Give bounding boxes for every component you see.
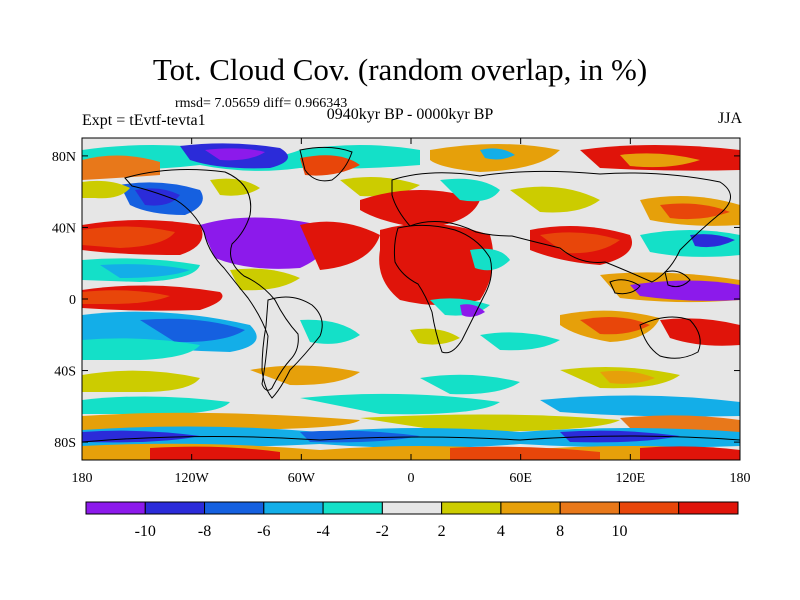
latitude-ticks: 80N 40N 0 40S 80S (52, 150, 740, 451)
coastlines (82, 146, 740, 443)
colorbar-swatch (144, 501, 206, 515)
colorbar: -10 -8 -6 -4 -2 2 4 8 10 (85, 501, 739, 540)
lat-tick-label: 80N (52, 150, 76, 165)
colorbar-swatch (322, 501, 383, 515)
colorbar-swatch (618, 501, 680, 515)
colorbar-label: 4 (497, 523, 505, 540)
colorbar-swatch (559, 501, 620, 515)
colorbar-label: -8 (198, 523, 211, 540)
colorbar-label: -2 (376, 523, 389, 540)
colorbar-swatch (441, 501, 502, 515)
colorbar-swatch (381, 501, 443, 515)
colorbar-swatch (204, 501, 265, 515)
period-label: 0940kyr BP - 0000kyr BP (326, 106, 494, 123)
lon-tick-label: 180 (730, 471, 751, 486)
colorbar-label: 10 (611, 523, 627, 540)
stats-line: rmsd= 7.05659 diff= 0.966343 (175, 96, 348, 111)
colorbar-label: -6 (257, 523, 270, 540)
colorbar-swatch (263, 501, 324, 515)
lon-tick-label: 60W (288, 471, 316, 486)
lon-tick-label: 180 (72, 471, 93, 486)
longitude-ticks: 180 120W 60W 0 60E 120E 180 (72, 138, 751, 486)
lat-tick-label: 80S (54, 436, 76, 451)
season-label: JJA (717, 110, 742, 127)
colorbar-label: -10 (135, 523, 156, 540)
map-title: Tot. Cloud Cov. (random overlap, in %) (152, 52, 648, 87)
colorbar-swatch (678, 501, 739, 515)
colorbar-label: -4 (316, 523, 329, 540)
colorbar-label: 2 (438, 523, 446, 540)
lat-tick-label: 0 (69, 293, 76, 308)
lat-tick-label: 40N (52, 221, 76, 236)
colorbar-swatch (85, 501, 146, 515)
lat-tick-label: 40S (54, 365, 76, 380)
lon-tick-label: 120W (175, 471, 210, 486)
experiment-label: Expt = tEvtf-tevta1 (82, 112, 206, 129)
colorbar-swatch (500, 501, 561, 515)
map-plot-area (81, 137, 741, 461)
lon-tick-label: 0 (408, 471, 415, 486)
colorbar-label: 8 (556, 523, 564, 540)
anomaly-field (82, 143, 740, 460)
lon-tick-label: 60E (509, 471, 532, 486)
lon-tick-label: 120E (616, 471, 646, 486)
